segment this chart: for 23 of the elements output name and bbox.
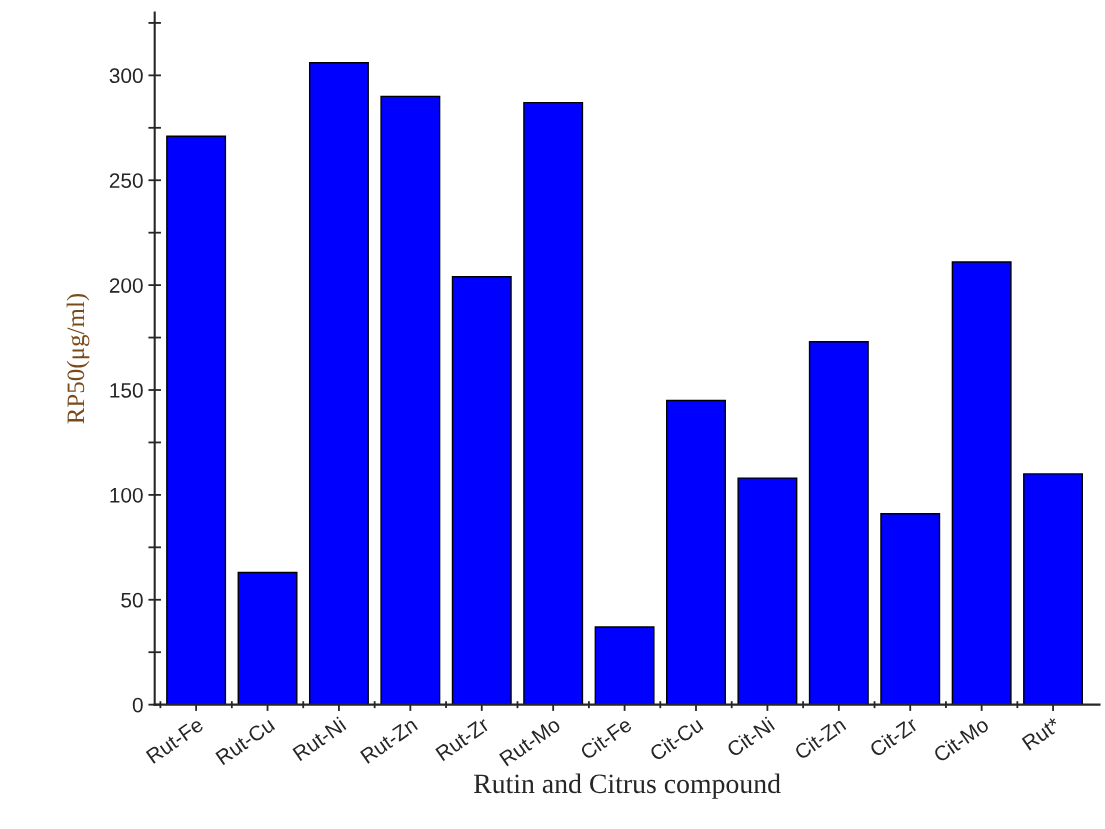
x-axis-title: Rutin and Citrus compound [473,773,781,799]
bar [380,95,441,705]
y-tick-label: 250 [109,173,143,188]
bar [1023,473,1084,705]
bar [523,101,584,705]
y-tick-label: 150 [110,383,143,398]
bar [451,276,512,705]
y-axis-title: RP50(μg/ml) [66,293,90,424]
y-tick-label: 300 [109,68,143,84]
bar [737,477,798,705]
bar [808,341,869,705]
bar [880,513,941,705]
y-tick-label: 50 [121,592,143,608]
y-tick-label: 200 [109,278,143,293]
bar [237,571,298,705]
bar [166,135,227,705]
y-tick-label: 100 [110,487,143,503]
bar [308,62,369,705]
bar [594,626,655,705]
y-tick-label: 0 [132,697,143,713]
bar [951,261,1012,705]
x-tick-label: Rut* [1021,716,1062,751]
bar [666,399,726,705]
